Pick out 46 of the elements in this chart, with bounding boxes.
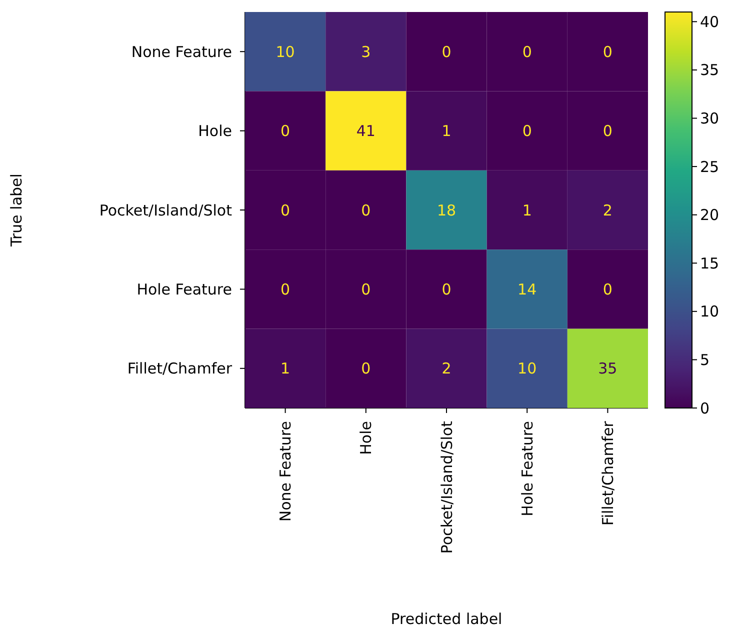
data-label: 2 [442,360,452,378]
data-label: 1 [442,122,452,140]
data-label: 0 [280,280,290,298]
data-label: 0 [361,201,371,220]
y-axis-title: True label [7,174,26,248]
x-axis-title: Predicted label [390,610,502,628]
data-label: 3 [361,42,371,61]
color-bar-label: 15 [700,254,720,272]
data-label: 35 [598,360,618,378]
data-label: 0 [280,201,290,220]
color-bar-label: 40 [700,12,720,31]
data-label: 0 [280,122,290,140]
color-bar-label: 25 [700,158,720,176]
color-bar-label: 5 [700,350,710,369]
data-label: 0 [522,122,532,140]
data-label: 0 [602,280,612,298]
color-bar-label: 0 [700,399,710,418]
data-label: 10 [276,42,295,61]
data-label: 2 [602,201,612,220]
color-bar-label: 30 [700,109,720,128]
y-tick-label: Fillet/Chamfer [127,360,233,378]
color-bar-label: 20 [700,206,720,224]
data-label: 0 [522,42,532,61]
y-tick-label: None Feature [131,42,232,61]
data-label: 0 [361,360,371,378]
color-bar-label: 10 [700,302,720,321]
data-label: 0 [442,42,452,61]
y-tick-label: Hole Feature [136,280,232,298]
y-tick-label: Pocket/Island/Slot [99,201,232,220]
data-label: 41 [356,122,376,140]
x-tick-label: None Feature [276,421,295,522]
data-label: 14 [518,280,537,298]
data-label: 0 [361,280,371,298]
data-label: 0 [602,42,612,61]
x-tick-label: Hole Feature [518,421,536,516]
data-label: 1 [280,360,290,378]
data-label: 0 [442,280,452,298]
data-label: 10 [518,360,537,378]
y-tick-label: Hole [198,122,232,140]
x-tick-label: Pocket/Island/Slot [438,420,456,554]
data-label: 18 [436,201,456,220]
x-tick-label: Hole [357,421,376,455]
x-tick-label: Fillet/Chamfer [598,420,617,526]
color-bar-label: 35 [700,61,720,80]
data-label: 1 [522,201,532,220]
data-label: 0 [602,122,612,140]
